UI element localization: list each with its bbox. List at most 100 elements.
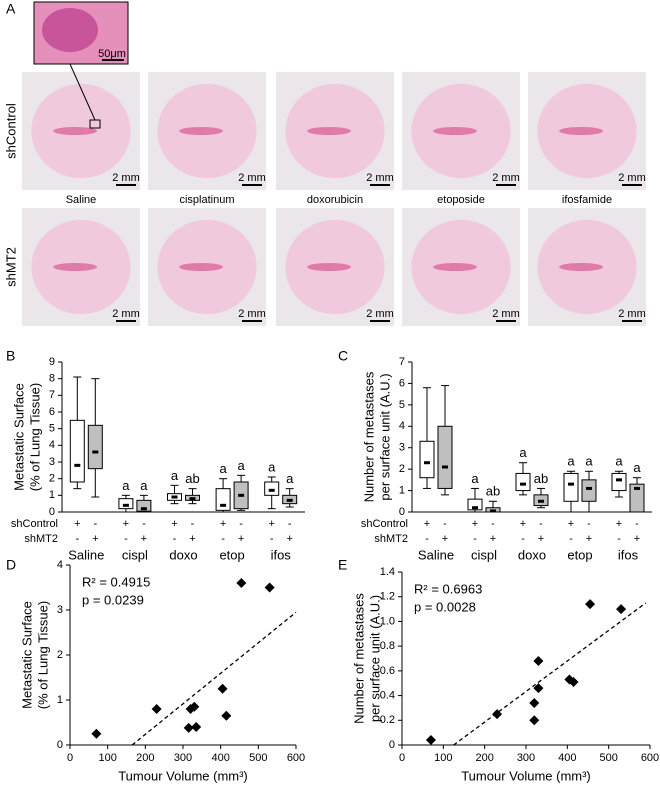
- x-tick-label: 300: [174, 752, 192, 764]
- box: [515, 472, 531, 492]
- y-tick-label: 4: [399, 420, 405, 432]
- y-tick-label: 0: [399, 506, 405, 518]
- factor-label: shMT2: [374, 533, 408, 545]
- point: [533, 655, 544, 666]
- box: [563, 472, 579, 502]
- condition-label: cisplatinum: [179, 194, 234, 206]
- factor-sign: +: [220, 518, 226, 530]
- x-tick-label: 200: [136, 752, 154, 764]
- y-axis-label: per surface unit (A.U.): [367, 595, 382, 722]
- y-tick-label: 5: [49, 423, 55, 435]
- x-tick-label: cispl: [122, 547, 148, 562]
- factor-sign: +: [442, 533, 448, 545]
- significance-letter: a: [615, 454, 623, 469]
- point: [492, 709, 503, 720]
- scale-bar-label: 2 mm: [112, 172, 140, 184]
- y-tick-label: 1: [49, 489, 55, 501]
- inset-scale-label: 50μm: [98, 48, 126, 60]
- x-tick-label: ifos: [618, 547, 639, 562]
- factor-sign: +: [286, 533, 292, 545]
- significance-letter: ab: [486, 484, 500, 499]
- scale-bar-label: 2 mm: [366, 308, 394, 320]
- x-tick-label: ifos: [271, 547, 292, 562]
- scale-bar-label: 2 mm: [366, 172, 394, 184]
- scale-bar-label: 2 mm: [492, 172, 520, 184]
- box: [611, 472, 627, 492]
- box: [437, 425, 453, 489]
- factor-label: shControl: [11, 518, 58, 530]
- row-label: shControl: [3, 103, 18, 159]
- condition-label: ifosfamide: [562, 194, 612, 206]
- vessel: [307, 127, 352, 135]
- condition-label: doxorubicin: [307, 194, 363, 206]
- y-axis-label: Number of metastases: [361, 371, 376, 502]
- factor-sign: -: [124, 533, 128, 545]
- point: [91, 728, 102, 739]
- significance-letter: a: [268, 459, 276, 474]
- y-tick-label: 4: [49, 439, 55, 451]
- point: [221, 710, 232, 721]
- y-tick-label: 1.0: [380, 615, 395, 627]
- factor-sign: -: [288, 518, 292, 530]
- panel-label: A: [6, 1, 16, 17]
- y-axis-label: Metastatic Surface: [11, 383, 26, 491]
- significance-letter: a: [140, 478, 148, 493]
- x-tick-label: 500: [599, 752, 617, 764]
- significance-letter: ab: [534, 471, 548, 486]
- x-axis-label: Tumour Volume (mm³): [118, 768, 248, 783]
- y-tick-label: 3: [57, 604, 63, 616]
- point: [425, 735, 436, 746]
- x-tick-label: 600: [641, 752, 659, 764]
- condition-label: etoposide: [437, 194, 485, 206]
- significance-letter: a: [519, 445, 527, 460]
- condition-label: Saline: [66, 194, 97, 206]
- y-axis-label: Number of metastases: [351, 593, 366, 724]
- x-tick-label: 100: [434, 752, 452, 764]
- x-tick-label: 600: [287, 752, 305, 764]
- x-tick-label: 200: [475, 752, 493, 764]
- factor-sign: +: [616, 518, 622, 530]
- factor-sign: +: [586, 533, 592, 545]
- panel-label: D: [6, 557, 16, 573]
- inset-connector: [69, 63, 96, 121]
- row-label: shMT2: [3, 247, 18, 287]
- significance-letter: a: [237, 458, 245, 473]
- significance-letter: a: [567, 454, 575, 469]
- x-tick-label: 0: [399, 752, 405, 764]
- box: [467, 498, 483, 511]
- factor-sign: -: [173, 533, 177, 545]
- y-tick-label: 0.2: [380, 714, 395, 726]
- factor-sign: -: [93, 518, 97, 530]
- y-tick-label: 8: [49, 373, 55, 385]
- y-tick-label: 0.6: [380, 665, 395, 677]
- x-tick-label: 500: [249, 752, 267, 764]
- factor-sign: -: [270, 533, 274, 545]
- factor-sign: -: [587, 518, 591, 530]
- point: [529, 697, 540, 708]
- panel-label: B: [6, 348, 15, 364]
- y-tick-label: 0: [57, 739, 63, 751]
- factor-sign: +: [74, 518, 80, 530]
- box: [581, 479, 597, 502]
- vessel: [433, 263, 478, 271]
- y-tick-label: 2: [399, 463, 405, 475]
- panel-label: C: [338, 348, 348, 364]
- x-tick-label: doxo: [518, 547, 546, 562]
- factor-sign: +: [171, 518, 177, 530]
- y-axis-label: (% of Lung Tissue): [35, 601, 50, 709]
- y-tick-label: 6: [49, 406, 55, 418]
- annotation: p = 0.0239: [82, 592, 144, 607]
- x-tick-label: Saline: [418, 547, 454, 562]
- x-tick-label: Saline: [68, 547, 104, 562]
- factor-sign: -: [425, 533, 429, 545]
- factor-sign: +: [268, 518, 274, 530]
- y-tick-label: 0.8: [380, 640, 395, 652]
- point: [151, 704, 162, 714]
- scale-bar-label: 2 mm: [492, 308, 520, 320]
- x-tick-label: 400: [558, 752, 576, 764]
- point: [217, 683, 228, 694]
- significance-letter: ab: [185, 471, 199, 486]
- point: [585, 599, 596, 610]
- y-tick-label: 9: [49, 356, 55, 368]
